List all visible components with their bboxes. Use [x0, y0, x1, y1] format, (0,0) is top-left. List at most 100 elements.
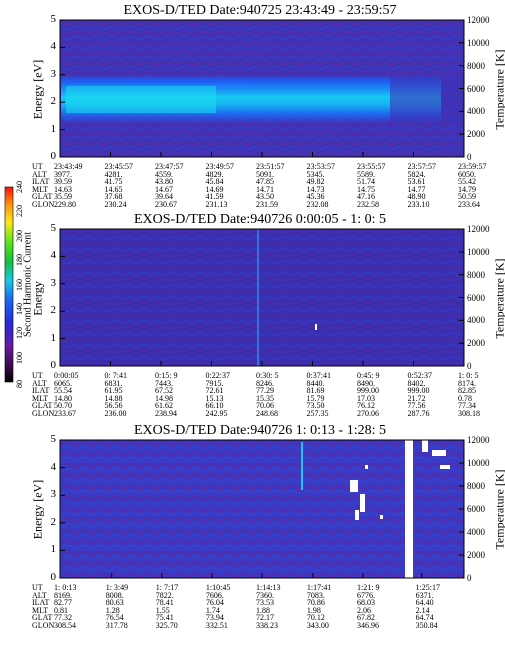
panel-3-ephem-ilat-0: 82.77	[54, 598, 72, 608]
panel-3-ephem-alt-2: 7822.	[155, 590, 174, 600]
panel-3-ephem-ilat-3: 76.04	[205, 598, 224, 608]
panel-2-ephem-glat-5: 73.50	[306, 401, 325, 411]
panel-2-ephem-glon-3: 242.95	[205, 409, 228, 418]
panel-3-ephem-ut-4: 1:14:13	[256, 583, 281, 592]
panel-1-ephem-mlt-8: 14.79	[458, 184, 476, 194]
panel-1-ephem-label-alt: ALT	[32, 169, 47, 179]
panel-3-ephem-label-glon: GLON	[32, 621, 55, 630]
panel-3-ephem-label-ilat: ILAT	[32, 598, 50, 608]
panel-1-y2tick-1: 2000	[467, 129, 485, 140]
panel-2-ephem-ut-1: 0: 7:41	[104, 371, 127, 380]
panel-3-ephem-glat-2: 75.41	[155, 613, 174, 623]
panel-2-ephem-alt-7: 8402.	[407, 378, 426, 388]
panel-2-ephem-alt-4: 8246.	[256, 378, 274, 388]
panel-2-y2tick-4: 8000	[467, 269, 485, 280]
panel-3-ephem-ut-2: 1: 7:17	[155, 583, 179, 592]
panel-2-ephem-glon-0: 233.67	[54, 409, 76, 418]
panel-1-ephem-ut-4: 23:51:57	[256, 162, 285, 171]
panel-1-ephem-ut-3: 23:49:57	[205, 162, 234, 171]
panel-1-ephem-glat-4: 43.50	[256, 192, 274, 202]
panel-3-ytick-1: 1	[50, 543, 57, 556]
panel-2-ephem-glat-6: 76.12	[357, 401, 375, 411]
panel-2-ephem-ilat-5: 81.69	[306, 386, 325, 396]
panel-3-ephem-ilat-4: 73.53	[256, 598, 274, 608]
panel-1-ephem-glon-0: 229.80	[54, 200, 76, 209]
panel-3-title: EXOS-D/TED Date:940726 1: 0:13 - 1:28: 5	[134, 423, 386, 438]
panel-2-ytick-5: 5	[50, 222, 57, 234]
panel-3-ephem-ilat-2: 78.41	[155, 598, 174, 608]
panel-1-ephem-glon-1: 230.24	[104, 200, 127, 209]
panel-3-ephem-ilat-6: 68.03	[357, 598, 375, 608]
panel-2-ephem-alt-2: 7443.	[155, 378, 173, 388]
panel-3-ephem-ilat-1: 80.63	[105, 598, 124, 608]
panel-1-ephem-glat-5: 45.36	[306, 192, 325, 202]
panel-1-ephem-ilat-3: 45.84	[205, 177, 224, 187]
panel-2-ephem-glat-1: 56.56	[104, 401, 123, 411]
panel-2-ephem-ilat-8: 82.85	[458, 386, 476, 396]
panel-1-ephem-alt-1: 4281.	[104, 169, 123, 179]
panel-1-ephem-glat-3: 41.59	[205, 192, 224, 202]
panel-1-ephem-ut-5: 23:53:57	[306, 162, 335, 171]
panel-2-ephem-mlt-7: 21.72	[407, 393, 426, 403]
panel-3-ephem-ut-5: 1:17:41	[306, 583, 332, 592]
panel-2-ytick-4: 4	[50, 249, 57, 262]
panel-2-ephem-glon-1: 236.00	[104, 409, 127, 418]
panel-1-ephem-ilat-2: 43.80	[155, 177, 173, 187]
panel-2-ephem-ilat-4: 77.29	[256, 386, 274, 396]
panel-1-intensity-core	[66, 85, 216, 114]
panel-3-ephem-glat-3: 73.94	[205, 613, 224, 623]
panel-3-ephem-glat-5: 70.12	[306, 613, 325, 623]
colorbar-tick-8: 240	[15, 181, 24, 193]
panel-2-ephem-glat-8: 77.34	[458, 401, 476, 411]
panel-2-ephem-alt-8: 8174.	[458, 378, 476, 388]
panel-3-ephem-alt-5: 7083.	[306, 590, 325, 600]
panel-2-ephem-mlt-5: 15.79	[306, 393, 325, 403]
panel-3-data-gap	[405, 440, 413, 578]
panel-3-ephem-mlt-0: 0.81	[54, 605, 68, 615]
panel-1-y2tick-0: 0	[467, 152, 472, 162]
panel-2-heatmap-field	[60, 229, 464, 366]
panel-3-y2tick-5: 10000	[467, 458, 490, 468]
panel-3-ephem-mlt-3: 1.74	[205, 605, 220, 615]
panel-3-ephem-ut-0: 1: 0:13	[54, 583, 77, 592]
panel-1-ephem-alt-5: 5345.	[306, 169, 325, 179]
panel-1-ephem-mlt-4: 14.71	[256, 184, 274, 194]
panel-1-ephem-glon-5: 232.08	[306, 200, 329, 209]
panel-2-ephem-mlt-0: 14.80	[54, 393, 72, 403]
panel-2-y2tick-0: 0	[467, 361, 472, 371]
panel-3-y2tick-1: 2000	[467, 550, 485, 560]
panel-1-ephem-label-glon: GLON	[32, 200, 55, 209]
colorbar-frame	[4, 186, 14, 383]
panel-3-ephem-mlt-5: 1.98	[306, 605, 321, 615]
panel-3-gap-3	[380, 515, 383, 519]
panel-3-ephem-alt-6: 6776.	[357, 590, 375, 600]
panel-2-ephem-ilat-2: 67.52	[155, 386, 173, 396]
panel-3-gap-2	[355, 510, 359, 520]
panel-3-ephem-glat-0: 77.32	[54, 613, 72, 623]
panel-3-ephem-glat-6: 67.82	[357, 613, 375, 623]
panel-3-heatmap-field	[60, 440, 464, 578]
panel-1-ephem-label-ilat: ILAT	[32, 177, 50, 187]
panel-1-ephem-glon-4: 231.59	[256, 200, 278, 209]
panel-1-ephem-ilat-4: 47.85	[256, 177, 274, 187]
panel-2-ephem-mlt-8: 0.78	[458, 393, 472, 403]
panel-3-ephem-label-ut: UT	[32, 583, 43, 592]
panel-1-ephem-alt-2: 4559.	[155, 169, 173, 179]
panel-2-ephem-glon-8: 308.18	[458, 409, 480, 418]
panel-1-ephem-ut-8: 23:59:57	[458, 162, 487, 171]
panel-2-ephem-alt-1: 6831.	[104, 378, 123, 388]
colorbar-tick-0: 80	[15, 380, 24, 388]
panel-3-ephem-mlt-7: 2.14	[415, 605, 430, 615]
panel-1-ephem-ut-2: 23:47:57	[155, 162, 184, 171]
panel-3-ephem-glat-4: 72.17	[256, 613, 274, 623]
panel-3-ephem-alt-4: 7360.	[256, 590, 274, 600]
panel-1-ephem-glon-3: 231.13	[205, 200, 228, 209]
panel-3-ephem-mlt-4: 1.88	[256, 605, 270, 615]
panel-2-ephem-ilat-6: 999.00	[357, 386, 379, 396]
panel-1-ephem-glat-7: 48.90	[407, 192, 426, 202]
panel-2-y2tick-5: 10000	[467, 246, 490, 257]
panel-3-y2tick-4: 8000	[467, 481, 485, 491]
panel-3-ytick-4: 4	[50, 460, 57, 473]
